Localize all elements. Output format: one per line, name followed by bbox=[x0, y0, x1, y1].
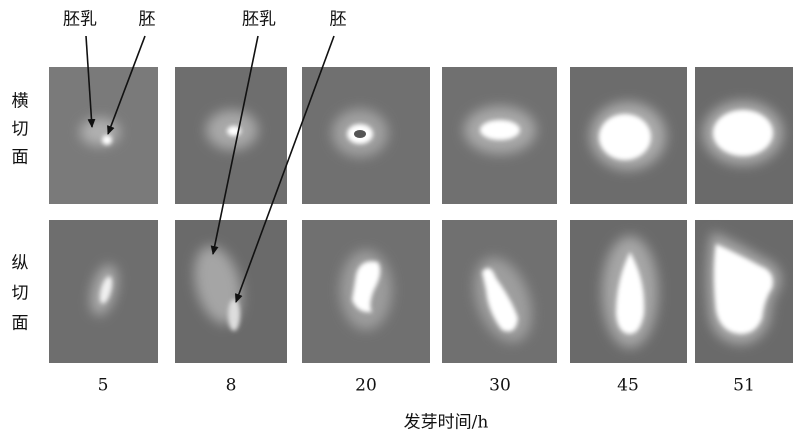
column-label: 5 bbox=[98, 376, 109, 396]
cross-section-images bbox=[49, 67, 793, 204]
annotation: 胚乳 bbox=[242, 10, 276, 30]
row-label: 面 bbox=[12, 148, 29, 168]
row-label: 横 bbox=[12, 92, 29, 112]
row-label: 切 bbox=[12, 120, 29, 140]
annotation: 胚 bbox=[139, 10, 156, 30]
annotation: 胚 bbox=[330, 10, 347, 30]
column-label: 8 bbox=[226, 376, 237, 396]
column-label: 20 bbox=[355, 376, 377, 396]
longitudinal-section-images bbox=[49, 220, 793, 363]
column-label: 45 bbox=[617, 376, 639, 396]
column-label: 30 bbox=[489, 376, 511, 396]
row-label: 面 bbox=[12, 314, 29, 334]
axis-label: 发芽时间/h bbox=[404, 413, 489, 433]
row-label: 切 bbox=[12, 284, 29, 304]
column-label: 51 bbox=[733, 376, 755, 396]
annotation: 胚乳 bbox=[63, 10, 97, 30]
row-label: 纵 bbox=[12, 254, 29, 274]
figure: 胚乳 胚 胚乳 胚 横 切 面 纵 切 面 5 8 20 30 45 51 发芽… bbox=[0, 0, 795, 433]
